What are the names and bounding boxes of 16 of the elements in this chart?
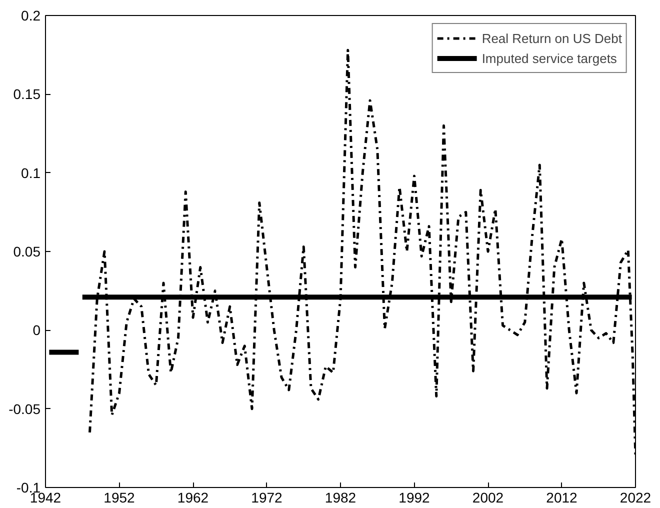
y-tick-label: 0.05	[13, 244, 41, 260]
x-tick-label: 2012	[546, 490, 578, 506]
x-tick-label: 2022	[620, 490, 652, 506]
x-tick-label: 1982	[324, 490, 356, 506]
y-tick-label: 0.15	[13, 86, 41, 102]
y-tick-label: 0	[32, 322, 41, 338]
x-tick-label: 1972	[251, 490, 283, 506]
y-tick-label: -0.05	[8, 400, 41, 417]
x-tick-label: 2002	[472, 490, 504, 506]
legend-label: Real Return on US Debt	[482, 30, 622, 46]
x-tick-label: 1952	[104, 490, 136, 506]
x-tick-label: 1962	[177, 490, 209, 506]
y-tick-label: 0.2	[21, 8, 41, 24]
x-tick-label: 1992	[398, 490, 430, 506]
legend-label: Imputed service targets	[482, 50, 617, 66]
y-tick-label: 0.1	[21, 164, 41, 181]
